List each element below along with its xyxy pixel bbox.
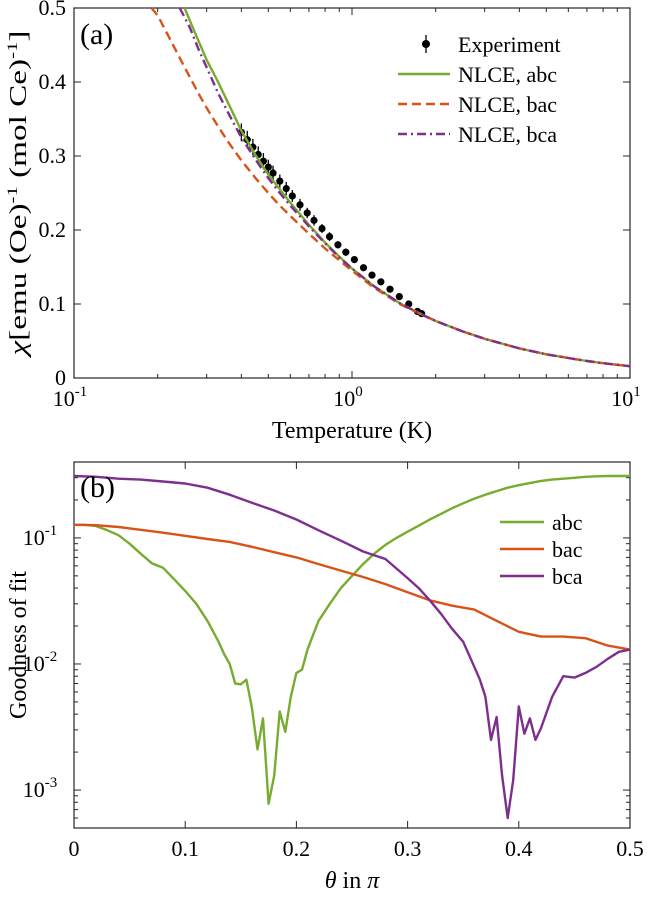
panel-a-xtick-label: 101 bbox=[611, 384, 641, 411]
panel-b-ytick-label-exp: -3 bbox=[45, 775, 58, 791]
legend-item-nlcebac-label: NLCE, bac bbox=[458, 92, 557, 117]
panel-b-label: (b) bbox=[80, 471, 115, 504]
experiment-point bbox=[350, 256, 358, 264]
panel-b-plot-area bbox=[73, 461, 631, 829]
experiment-point bbox=[276, 177, 284, 185]
experiment-point bbox=[359, 264, 368, 272]
series-line-bca bbox=[73, 474, 631, 820]
legend-item-experiment-label: Experiment bbox=[458, 32, 561, 57]
experiment-point bbox=[377, 278, 385, 286]
panel-a-ytick-label: 0.3 bbox=[39, 143, 67, 168]
panel-a-ytick-label: 0.4 bbox=[39, 69, 67, 94]
experiment-point bbox=[282, 184, 290, 193]
panel-a-ylabel-chi: χ bbox=[6, 339, 32, 358]
series-line-nlcebca bbox=[178, 7, 631, 368]
panel-b-ticks: 0 0.1 0.2 0.3 0.4 0.510-310-210-1 bbox=[23, 461, 644, 861]
panel-a-ylabel-sup1: -1 bbox=[5, 186, 21, 203]
panel-a-series bbox=[150, 7, 631, 368]
panel-a-xtick-label: 10-1 bbox=[53, 384, 88, 411]
experiment-point bbox=[288, 192, 296, 200]
legend-item-abc-label: abc bbox=[552, 510, 583, 535]
experiment-point bbox=[310, 216, 318, 224]
panel-b-xlabel-text: in bbox=[337, 868, 368, 894]
panel-b-xtick-label: 0.1 bbox=[171, 836, 199, 861]
panel-a-legend: Experiment NLCE, abc NLCE, bac NLCE, bca bbox=[398, 32, 561, 147]
panel-b-ytick-label-base: 10 bbox=[23, 525, 45, 550]
panel-a-xtick-label-base: 10 bbox=[53, 386, 75, 411]
panel-a-ytick-label: 0.1 bbox=[39, 291, 67, 316]
experiment-point bbox=[342, 248, 350, 256]
panel-b-xtick-label: 0.2 bbox=[283, 836, 311, 861]
panel-a-ylabel-units: [emu (Oe) bbox=[6, 203, 32, 340]
panel-b-xlabel-pi: π bbox=[367, 868, 380, 894]
legend-item-nlcebca-label: NLCE, bca bbox=[458, 122, 557, 147]
panel-a-ytick-label: 0 bbox=[55, 365, 66, 390]
panel-b-xtick-label: 0.4 bbox=[505, 836, 533, 861]
panel-a-xtick-label-exp: 1 bbox=[633, 384, 641, 400]
series-line-nlcebac bbox=[150, 7, 631, 368]
panel-a-ytick-label: 0.2 bbox=[39, 217, 67, 242]
experiment-point bbox=[303, 209, 311, 217]
panel-a-xtick-label-base: 10 bbox=[611, 386, 633, 411]
panel-b-ytick-label: 10-3 bbox=[23, 775, 58, 802]
series-line-nlceabc bbox=[183, 7, 631, 368]
panel-b-series bbox=[73, 474, 631, 820]
experiment-point bbox=[395, 293, 403, 301]
panel-a-ylabel-sup2: -1 bbox=[5, 42, 21, 59]
series-line-abc bbox=[74, 474, 630, 805]
experiment-point bbox=[264, 163, 272, 171]
experiment-point bbox=[318, 224, 326, 233]
panel-b-ytick-label-base: 10 bbox=[23, 777, 45, 802]
panel-b-ylabel: Goodness of fit bbox=[6, 571, 32, 719]
panel-b-ytick-label: 10-2 bbox=[23, 649, 58, 676]
panel-b-chart: 0 0.1 0.2 0.3 0.4 0.510-310-210-1 (b) θ in π … bbox=[6, 461, 644, 894]
panel-a-xtick-label: 100 bbox=[333, 384, 363, 411]
legend-item-bac-label: bac bbox=[552, 537, 583, 562]
panel-a-ylabel: χ[emu (Oe)-1 (mol Ce)-1] bbox=[5, 31, 32, 359]
experiment-point bbox=[325, 233, 334, 241]
panel-b-ytick-label: 10-1 bbox=[23, 523, 58, 550]
legend-item-bca-label: bca bbox=[552, 564, 583, 589]
panel-a-ylabel-end: ] bbox=[6, 31, 32, 42]
panel-b-ytick-label-base: 10 bbox=[23, 651, 45, 676]
legend-item-experiment-marker bbox=[422, 40, 430, 48]
panel-b-ytick-label-exp: -2 bbox=[45, 649, 58, 665]
panel-a-xlabel: Temperature (K) bbox=[272, 418, 432, 444]
experiment-point bbox=[334, 241, 342, 249]
panel-a-ylabel-units2: (mol Ce) bbox=[6, 59, 32, 186]
panel-b-xtick-label: 0 bbox=[69, 836, 80, 861]
panel-a-xtick-label-exp: 0 bbox=[355, 384, 363, 400]
experiment-point bbox=[368, 271, 376, 279]
panel-b-ytick-label-exp: -1 bbox=[45, 523, 58, 539]
panel-b-xtick-label: 0.5 bbox=[616, 836, 644, 861]
experiment-point bbox=[386, 285, 394, 293]
series-line-bac bbox=[73, 523, 631, 651]
panel-a-ytick-label: 0.5 bbox=[39, 0, 67, 20]
panel-b-xtick-label: 0.3 bbox=[394, 836, 422, 861]
panel-b-xlabel: θ in π bbox=[325, 868, 380, 894]
panel-a-label: (a) bbox=[80, 18, 113, 51]
panel-b-xlabel-theta: θ bbox=[325, 868, 337, 894]
experiment-point bbox=[296, 201, 304, 209]
experiment-point bbox=[269, 169, 277, 177]
panel-a-xtick-label-exp: -1 bbox=[75, 384, 88, 400]
panel-a-xtick-label-base: 10 bbox=[333, 386, 355, 411]
legend-item-nlceabc-label: NLCE, abc bbox=[458, 62, 557, 87]
